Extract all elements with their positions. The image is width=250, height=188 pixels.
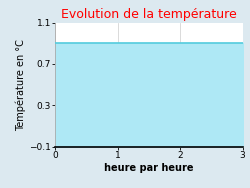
Title: Evolution de la température: Evolution de la température — [61, 8, 236, 21]
Y-axis label: Température en °C: Température en °C — [16, 39, 26, 130]
X-axis label: heure par heure: heure par heure — [104, 163, 194, 173]
